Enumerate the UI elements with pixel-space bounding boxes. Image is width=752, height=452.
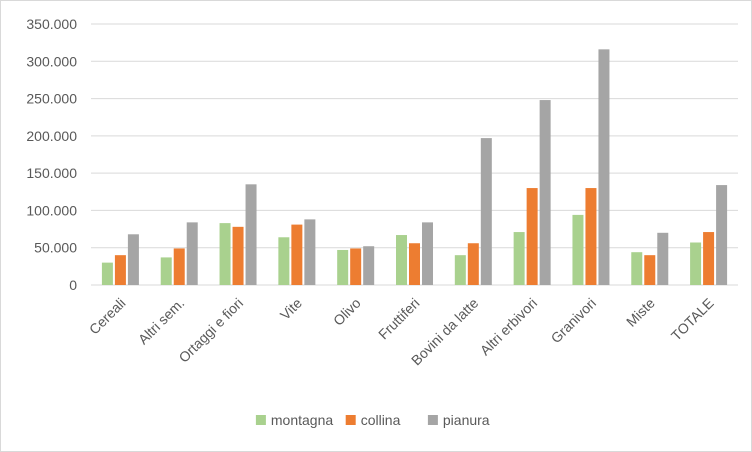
legend-label-collina: collina: [361, 412, 401, 428]
x-axis-ticks: Cereali Altri sem.Ortaggi e fiori Vite Oliv…: [86, 295, 717, 369]
legend-label-pianura: pianura: [443, 412, 490, 428]
bar-montagna: [337, 249, 349, 285]
x-tick-label: Altri erbivori: [477, 295, 541, 359]
bar-pianura: [304, 219, 316, 285]
y-tick-label: 250.000: [26, 91, 77, 107]
bar-pianura: [480, 138, 492, 285]
bar-montagna: [572, 214, 584, 285]
y-tick-label: 0: [69, 277, 77, 293]
bar-collina: [585, 188, 597, 285]
x-tick-label: Cereali: [86, 295, 129, 338]
y-tick-label: 350.000: [26, 16, 77, 32]
bar-collina: [350, 248, 362, 285]
bar-collina: [173, 248, 185, 285]
y-axis-ticks: 0 50.000 100.000 150.000 200.000 250.000 300.0…: [26, 16, 77, 293]
x-tick-label: TOTALE: [668, 295, 717, 344]
bar-collina: [114, 255, 126, 285]
bar-montagna: [278, 237, 290, 285]
legend: montagna collina pianura: [255, 412, 490, 428]
legend-label-montagna: montagna: [271, 412, 333, 428]
bar-pianura: [127, 234, 139, 285]
bar-collina: [291, 224, 303, 285]
bar-pianura: [186, 222, 198, 285]
y-tick-label: 300.000: [26, 53, 77, 69]
bar-pianura: [716, 185, 728, 285]
x-tick-label: Olivo: [330, 295, 364, 329]
bar-pianura: [245, 184, 257, 285]
x-tick-label: Miste: [623, 295, 658, 330]
y-tick-label: 50.000: [34, 240, 77, 256]
bar-montagna: [160, 257, 172, 285]
bar-pianura: [422, 222, 433, 285]
bar-pianura: [598, 49, 610, 286]
bar-montagna: [690, 242, 702, 285]
bar-collina: [526, 188, 538, 285]
legend-swatch-pianura: [427, 415, 438, 425]
bar-montagna: [219, 223, 231, 285]
x-tick-label: Granivori: [548, 295, 599, 346]
bar-montagna: [101, 262, 113, 285]
bar-collina: [409, 243, 420, 285]
legend-swatch-collina: [345, 415, 356, 425]
y-tick-label: 200.000: [26, 128, 77, 144]
bars: [101, 49, 728, 286]
bar-collina: [232, 226, 244, 285]
bar-montagna: [513, 232, 525, 285]
bar-collina: [703, 232, 715, 285]
bar-montagna: [454, 255, 466, 285]
x-tick-label: Vite: [277, 295, 305, 323]
y-tick-label: 150.000: [26, 165, 77, 181]
bar-montagna: [396, 235, 407, 285]
bar-pianura: [363, 246, 375, 285]
bar-pianura: [657, 232, 669, 285]
bar-collina: [467, 243, 479, 285]
bar-montagna: [631, 252, 643, 285]
bar-collina: [644, 255, 656, 285]
x-tick-label: Fruttiferi: [375, 295, 423, 343]
x-tick-label: Altri sem.: [135, 295, 188, 348]
legend-swatch-montagna: [255, 415, 266, 425]
gridlines: [91, 23, 738, 286]
y-tick-label: 100.000: [26, 202, 77, 218]
bar-pianura: [539, 100, 551, 285]
